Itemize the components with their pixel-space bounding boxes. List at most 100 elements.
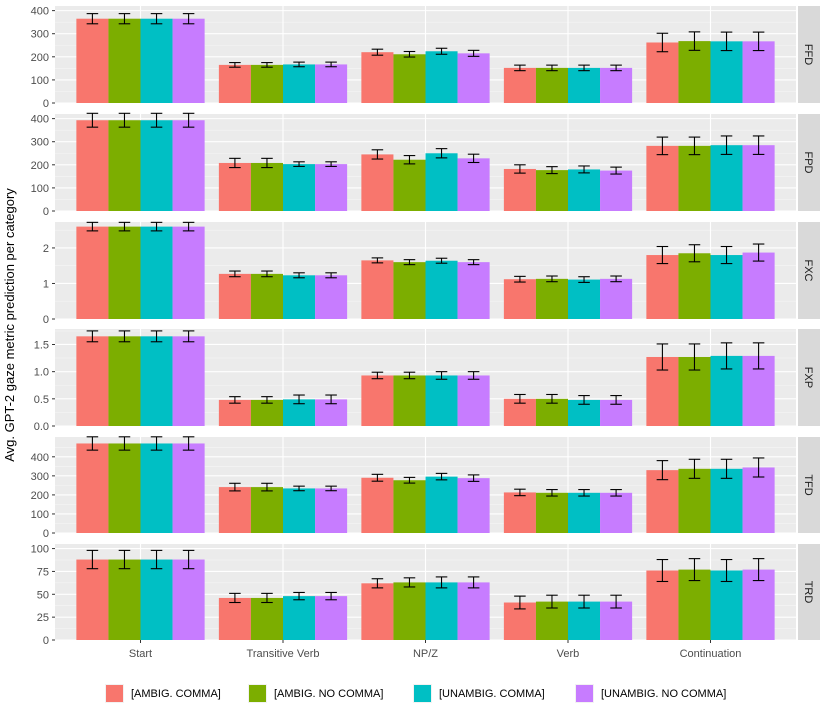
y-tick-label: 0.0 [34, 421, 49, 433]
bar [600, 170, 633, 211]
bar [361, 52, 394, 103]
bar [140, 443, 173, 533]
bar [503, 67, 536, 103]
y-tick-label: 50 [37, 589, 49, 601]
bar [140, 336, 173, 426]
y-tick-label: 200 [31, 160, 49, 172]
bar [315, 64, 348, 103]
bar [710, 570, 743, 640]
bar [283, 596, 316, 640]
bar [315, 275, 348, 319]
bar [503, 279, 536, 319]
bar [393, 159, 426, 211]
bar [250, 399, 283, 426]
bar [361, 154, 394, 211]
bar [218, 487, 251, 533]
bar [425, 476, 458, 533]
bar [710, 41, 743, 103]
legend-item: [UNAMBIG. COMMA] [413, 684, 545, 703]
bar [361, 375, 394, 426]
y-tick-label: 100 [31, 509, 49, 521]
facet-strip-label: TRD [802, 581, 814, 604]
bar [108, 559, 141, 640]
legend-label: [AMBIG. NO COMMA] [274, 688, 383, 700]
bar [361, 260, 394, 319]
bar [108, 443, 141, 533]
bar [600, 67, 633, 103]
bar [568, 279, 601, 319]
y-tick-label: 0 [43, 314, 49, 326]
bar [76, 559, 109, 640]
bar [568, 169, 601, 211]
x-tick-label: Transitive Verb [247, 648, 320, 660]
facet-strip-label: FPD [802, 152, 814, 174]
bar [108, 120, 141, 211]
bar [172, 120, 205, 211]
bar [425, 51, 458, 103]
bar [218, 597, 251, 640]
bar [108, 226, 141, 319]
facet-panel-ffd: 0 100 200 300 400 FFD [31, 6, 820, 110]
bar [646, 570, 679, 640]
bar [393, 582, 426, 640]
bar [393, 480, 426, 533]
legend-label: [UNAMBIG. NO COMMA] [601, 688, 726, 700]
bar [283, 64, 316, 103]
y-tick-label: 400 [31, 6, 49, 18]
x-tick-label: NP/Z [413, 648, 438, 660]
y-tick-label: 100 [31, 544, 49, 556]
facet-strip [798, 6, 820, 103]
facet-panel-tfd: 0 100 200 300 400 TFD [31, 436, 820, 540]
bar [218, 64, 251, 103]
facet-strip [798, 222, 820, 319]
bar [172, 559, 205, 640]
bar [315, 488, 348, 533]
bar [425, 260, 458, 319]
bar [250, 273, 283, 319]
bar [283, 488, 316, 533]
facet-strip [798, 329, 820, 426]
bar [425, 582, 458, 640]
bar [742, 41, 775, 103]
bar [250, 487, 283, 533]
facet-strip-label: FFD [802, 44, 814, 65]
y-tick-label: 1.5 [34, 339, 49, 351]
y-tick-label: 0.5 [34, 394, 49, 406]
facet-panel-fpd: 0 100 200 300 400 FPD [31, 112, 820, 218]
bar [678, 145, 711, 211]
bar [250, 162, 283, 211]
bar [535, 278, 568, 319]
bar [76, 120, 109, 211]
bar [535, 67, 568, 103]
y-tick-label: 0 [43, 98, 49, 110]
y-tick-label: 1.0 [34, 367, 49, 379]
bar [457, 478, 490, 533]
y-tick-label: 0 [43, 528, 49, 540]
facet-panel-fxp: 0.0 0.5 1.0 1.5 FXP [34, 329, 820, 433]
facet-panel-trd: 0 25 50 75 100 TRD [31, 544, 820, 647]
bar [535, 492, 568, 533]
x-tick-label: Continuation [680, 648, 742, 660]
facet-strip [798, 544, 820, 640]
y-tick-label: 75 [37, 566, 49, 578]
y-tick-label: 1 [43, 278, 49, 290]
bar [76, 226, 109, 319]
y-tick-label: 300 [31, 471, 49, 483]
bar [218, 273, 251, 319]
bar [76, 336, 109, 426]
bar [646, 42, 679, 103]
bar [710, 468, 743, 533]
bar [600, 492, 633, 533]
bar [600, 278, 633, 319]
facet-strip [798, 437, 820, 533]
legend-item: [AMBIG. NO COMMA] [248, 684, 383, 703]
legend-key [249, 685, 266, 702]
legend-label: [AMBIG. COMMA] [131, 688, 221, 700]
legend-item: [AMBIG. COMMA] [105, 684, 221, 703]
bar [172, 336, 205, 426]
bar [140, 18, 173, 104]
facet-panel-fxc: 0 1 2 FXC [43, 221, 820, 326]
bar [393, 375, 426, 426]
y-tick-label: 100 [31, 183, 49, 195]
